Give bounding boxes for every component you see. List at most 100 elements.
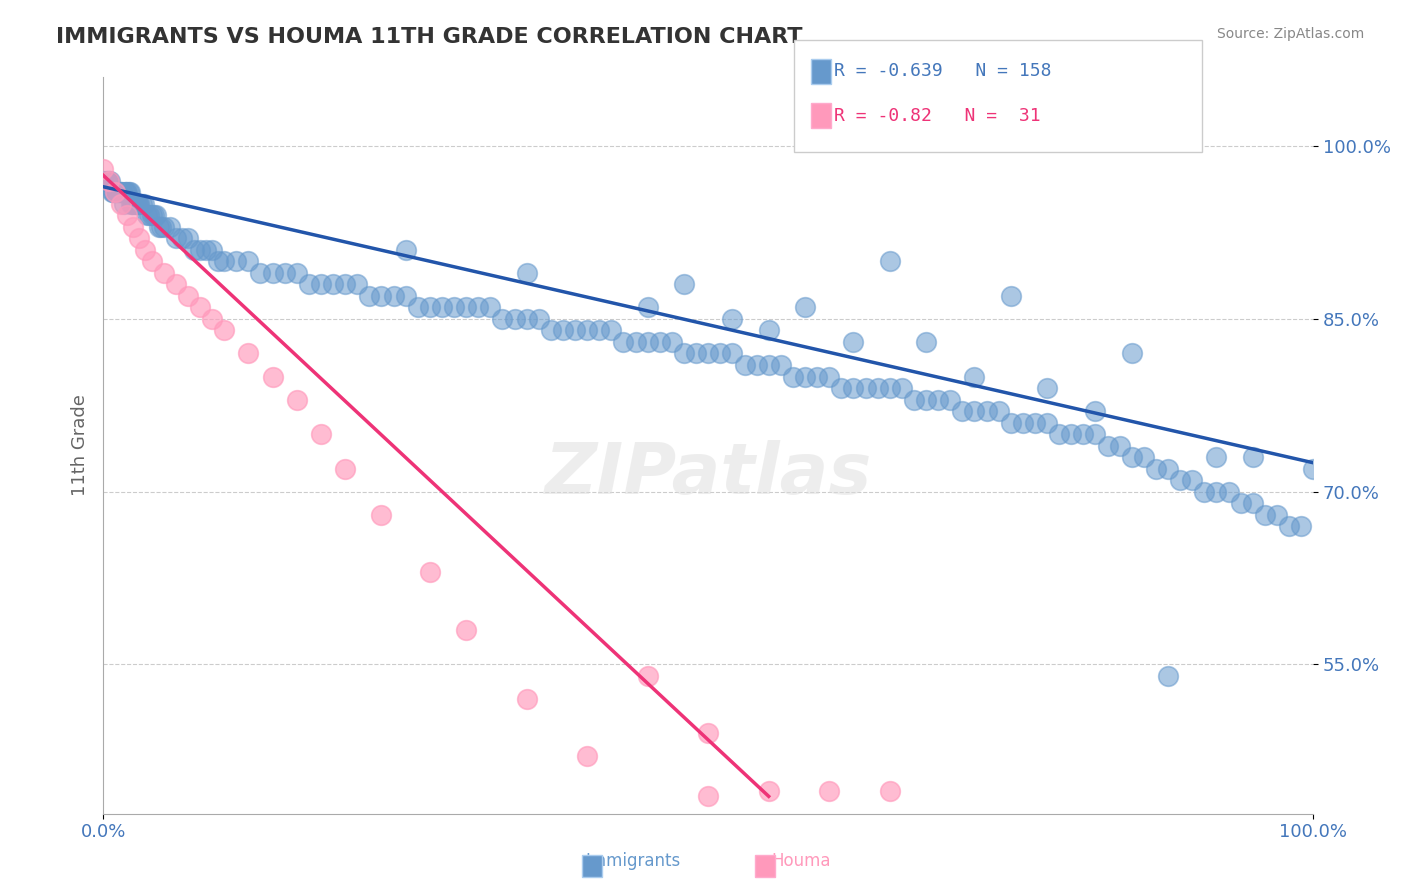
Point: [142, 209, 165, 223]
Point: [939, 392, 962, 407]
Point: [806, 369, 828, 384]
Point: [612, 334, 634, 349]
Point: [818, 369, 841, 384]
Point: [830, 381, 852, 395]
Point: [987, 404, 1010, 418]
Point: [527, 312, 550, 326]
Point: [128, 197, 150, 211]
Point: [97, 174, 120, 188]
Point: [927, 392, 949, 407]
Point: [94, 174, 117, 188]
Point: [131, 197, 153, 211]
Point: [1205, 450, 1227, 464]
Point: [112, 197, 135, 211]
Point: [114, 186, 136, 200]
Point: [128, 231, 150, 245]
Point: [1000, 289, 1022, 303]
Point: [188, 243, 211, 257]
Point: [249, 266, 271, 280]
Point: [108, 186, 131, 200]
Point: [1254, 508, 1277, 522]
Point: [697, 789, 720, 804]
Point: [1047, 427, 1070, 442]
Point: [177, 231, 200, 245]
Point: [456, 623, 478, 637]
Point: [359, 289, 381, 303]
Point: [709, 346, 731, 360]
Point: [576, 324, 599, 338]
Point: [145, 209, 167, 223]
Point: [1265, 508, 1288, 522]
Point: [309, 277, 332, 292]
Point: [111, 186, 134, 200]
Point: [150, 219, 173, 234]
Point: [576, 749, 599, 764]
Text: Houma: Houma: [772, 852, 831, 870]
Point: [91, 174, 114, 188]
Point: [117, 209, 139, 223]
Point: [127, 197, 149, 211]
Text: Immigrants: Immigrants: [585, 852, 681, 870]
Point: [201, 312, 224, 326]
Point: [1229, 496, 1251, 510]
Point: [238, 346, 260, 360]
Point: [721, 312, 744, 326]
Point: [915, 392, 938, 407]
Point: [134, 197, 156, 211]
Point: [794, 301, 817, 315]
Point: [637, 301, 659, 315]
Point: [309, 427, 332, 442]
Point: [1302, 461, 1324, 475]
Point: [540, 324, 562, 338]
Point: [135, 209, 157, 223]
Point: [419, 565, 441, 579]
Point: [769, 358, 792, 372]
Point: [138, 209, 160, 223]
Point: [96, 174, 118, 188]
Point: [745, 358, 768, 372]
Point: [207, 254, 229, 268]
Point: [108, 186, 131, 200]
Point: [103, 186, 125, 200]
Point: [148, 219, 170, 234]
Point: [890, 381, 912, 395]
Point: [98, 174, 121, 188]
Point: [697, 726, 720, 740]
Point: [1121, 450, 1143, 464]
Point: [1181, 473, 1204, 487]
Point: [122, 197, 145, 211]
Point: [152, 219, 174, 234]
Point: [1168, 473, 1191, 487]
Point: [107, 186, 129, 200]
Point: [382, 289, 405, 303]
Point: [122, 219, 145, 234]
Point: [721, 346, 744, 360]
Text: ZIPatlas: ZIPatlas: [544, 441, 872, 509]
Point: [794, 369, 817, 384]
Point: [134, 243, 156, 257]
Point: [879, 783, 901, 797]
Point: [1036, 381, 1059, 395]
Point: [479, 301, 502, 315]
Point: [516, 312, 538, 326]
Point: [177, 289, 200, 303]
Point: [110, 186, 132, 200]
Point: [1084, 404, 1107, 418]
Text: Source: ZipAtlas.com: Source: ZipAtlas.com: [1216, 27, 1364, 41]
Point: [152, 266, 174, 280]
Point: [600, 324, 623, 338]
Point: [1241, 450, 1264, 464]
Point: [159, 219, 181, 234]
Point: [285, 392, 308, 407]
Point: [370, 289, 392, 303]
Point: [298, 277, 321, 292]
Point: [125, 197, 148, 211]
Point: [395, 289, 418, 303]
Point: [491, 312, 513, 326]
Point: [124, 197, 146, 211]
Point: [1011, 416, 1033, 430]
Point: [141, 254, 163, 268]
Point: [697, 346, 720, 360]
Point: [333, 277, 356, 292]
Point: [262, 266, 284, 280]
